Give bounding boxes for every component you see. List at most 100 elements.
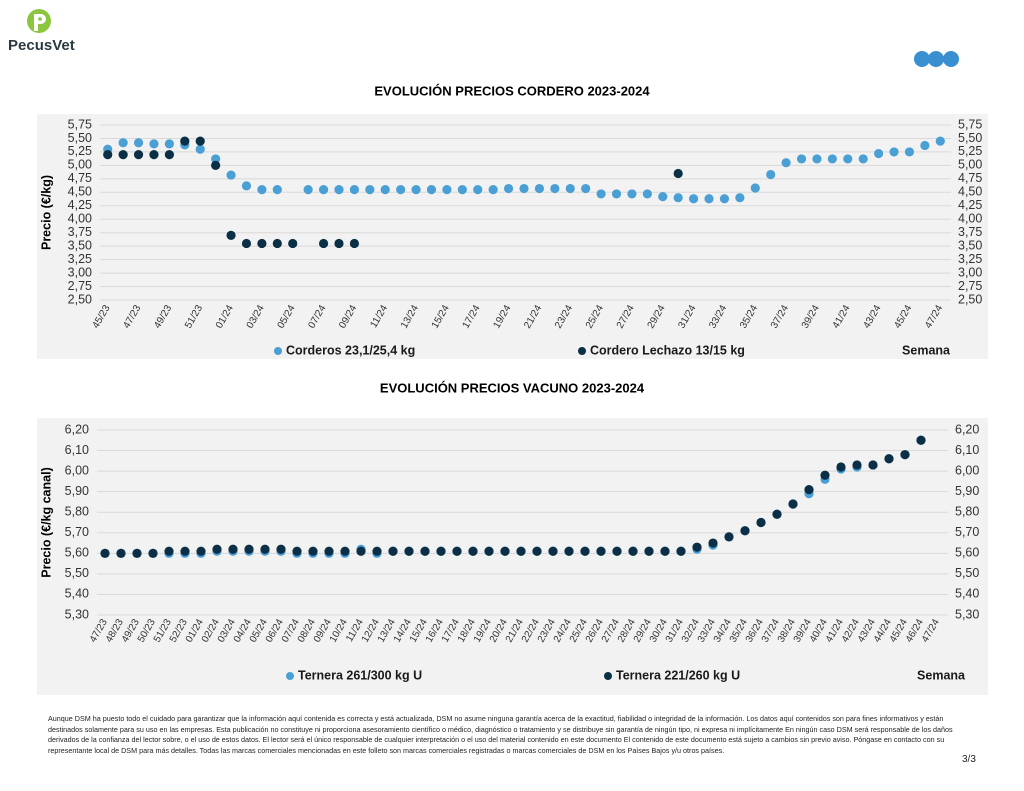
dsm-logo bbox=[914, 51, 959, 67]
data-point bbox=[900, 450, 910, 460]
data-point bbox=[164, 139, 174, 149]
y2-tick-label: 4,75 bbox=[958, 171, 982, 185]
data-point bbox=[228, 544, 238, 554]
y2-tick-label: 6,20 bbox=[955, 422, 979, 436]
data-point bbox=[226, 230, 236, 240]
logo-dot bbox=[38, 17, 42, 21]
data-point bbox=[211, 154, 221, 164]
data-point bbox=[116, 548, 126, 558]
y2-tick-label: 5,00 bbox=[958, 158, 982, 172]
data-point bbox=[318, 238, 329, 249]
y-tick-label: 2,50 bbox=[68, 292, 92, 306]
data-point bbox=[196, 546, 206, 556]
data-point bbox=[164, 150, 174, 160]
data-point bbox=[719, 194, 730, 204]
data-point bbox=[884, 454, 894, 464]
y-tick-label: 3,50 bbox=[68, 238, 92, 252]
data-point bbox=[596, 546, 606, 556]
data-point bbox=[148, 548, 158, 558]
data-point bbox=[658, 192, 668, 202]
y-tick-label: 4,75 bbox=[68, 171, 92, 185]
data-point bbox=[935, 136, 945, 146]
data-point bbox=[516, 546, 526, 556]
data-point bbox=[380, 185, 390, 195]
y2-tick-label: 2,50 bbox=[958, 292, 982, 306]
dsm-dot bbox=[943, 51, 959, 67]
chart-title: EVOLUCIÓN PRECIOS VACUNO 2023-2024 bbox=[380, 380, 645, 395]
data-point bbox=[889, 147, 899, 157]
data-point bbox=[916, 435, 926, 445]
data-point bbox=[836, 462, 846, 472]
y2-tick-label: 5,75 bbox=[958, 117, 982, 131]
data-point bbox=[735, 193, 745, 203]
chart-panel bbox=[37, 114, 988, 359]
data-point bbox=[272, 185, 282, 195]
data-point bbox=[484, 546, 494, 556]
logo-glyph bbox=[34, 14, 46, 31]
y-tick-label: 3,25 bbox=[68, 252, 92, 266]
y2-tick-label: 5,70 bbox=[955, 525, 979, 539]
y-tick-label: 5,25 bbox=[68, 144, 92, 158]
data-point bbox=[292, 546, 302, 556]
y2-tick-label: 6,10 bbox=[955, 443, 979, 457]
y-tick-label: 4,50 bbox=[68, 185, 92, 199]
y2-tick-label: 5,50 bbox=[955, 566, 979, 580]
data-point bbox=[133, 150, 144, 160]
data-point bbox=[426, 185, 437, 195]
data-point bbox=[226, 170, 236, 180]
dsm-dot bbox=[914, 51, 930, 67]
data-point bbox=[356, 546, 366, 556]
y-tick-label: 5,50 bbox=[68, 131, 92, 145]
data-point bbox=[858, 154, 868, 164]
data-point bbox=[272, 238, 282, 249]
data-point bbox=[581, 183, 591, 194]
data-point bbox=[708, 538, 718, 548]
data-point bbox=[349, 238, 359, 249]
data-point bbox=[827, 154, 837, 164]
y-tick-label: 5,90 bbox=[65, 484, 89, 498]
data-point bbox=[642, 189, 652, 199]
y2-tick-label: 5,90 bbox=[955, 484, 979, 498]
y2-tick-label: 4,00 bbox=[958, 212, 982, 226]
data-point bbox=[660, 546, 670, 556]
data-point bbox=[372, 546, 382, 556]
y2-tick-label: 4,25 bbox=[958, 198, 982, 212]
chart-panel bbox=[37, 418, 988, 695]
data-point bbox=[303, 185, 313, 195]
data-point bbox=[149, 150, 159, 160]
data-point bbox=[673, 168, 683, 179]
dsm-dot bbox=[928, 51, 944, 67]
data-point bbox=[334, 238, 344, 249]
data-point bbox=[452, 546, 462, 556]
y-tick-label: 3,00 bbox=[68, 265, 92, 279]
data-point bbox=[519, 183, 529, 194]
y-tick-label: 5,80 bbox=[65, 505, 89, 519]
data-point bbox=[596, 189, 606, 199]
data-point bbox=[396, 185, 406, 195]
y2-tick-label: 6,00 bbox=[955, 463, 979, 477]
data-point bbox=[781, 158, 791, 168]
data-point bbox=[388, 546, 398, 556]
data-point bbox=[257, 185, 267, 195]
data-point bbox=[212, 544, 222, 554]
y-tick-label: 4,00 bbox=[68, 212, 92, 226]
data-point bbox=[420, 546, 430, 556]
y-tick-label: 5,30 bbox=[65, 607, 89, 621]
data-point bbox=[334, 185, 344, 195]
data-point bbox=[349, 185, 359, 195]
y-tick-label: 4,25 bbox=[68, 198, 92, 212]
data-point bbox=[644, 546, 654, 556]
y2-tick-label: 4,50 bbox=[958, 185, 982, 199]
legend-marker bbox=[578, 347, 586, 355]
logo-text: PecusVet bbox=[8, 37, 75, 54]
disclaimer: Aunque DSM ha puesto todo el cuidado par… bbox=[48, 714, 953, 755]
y2-tick-label: 5,30 bbox=[955, 607, 979, 621]
y-tick-label: 2,75 bbox=[68, 279, 92, 293]
data-point bbox=[904, 147, 915, 157]
data-point bbox=[565, 183, 575, 194]
data-point bbox=[244, 544, 254, 554]
data-point bbox=[740, 526, 750, 536]
